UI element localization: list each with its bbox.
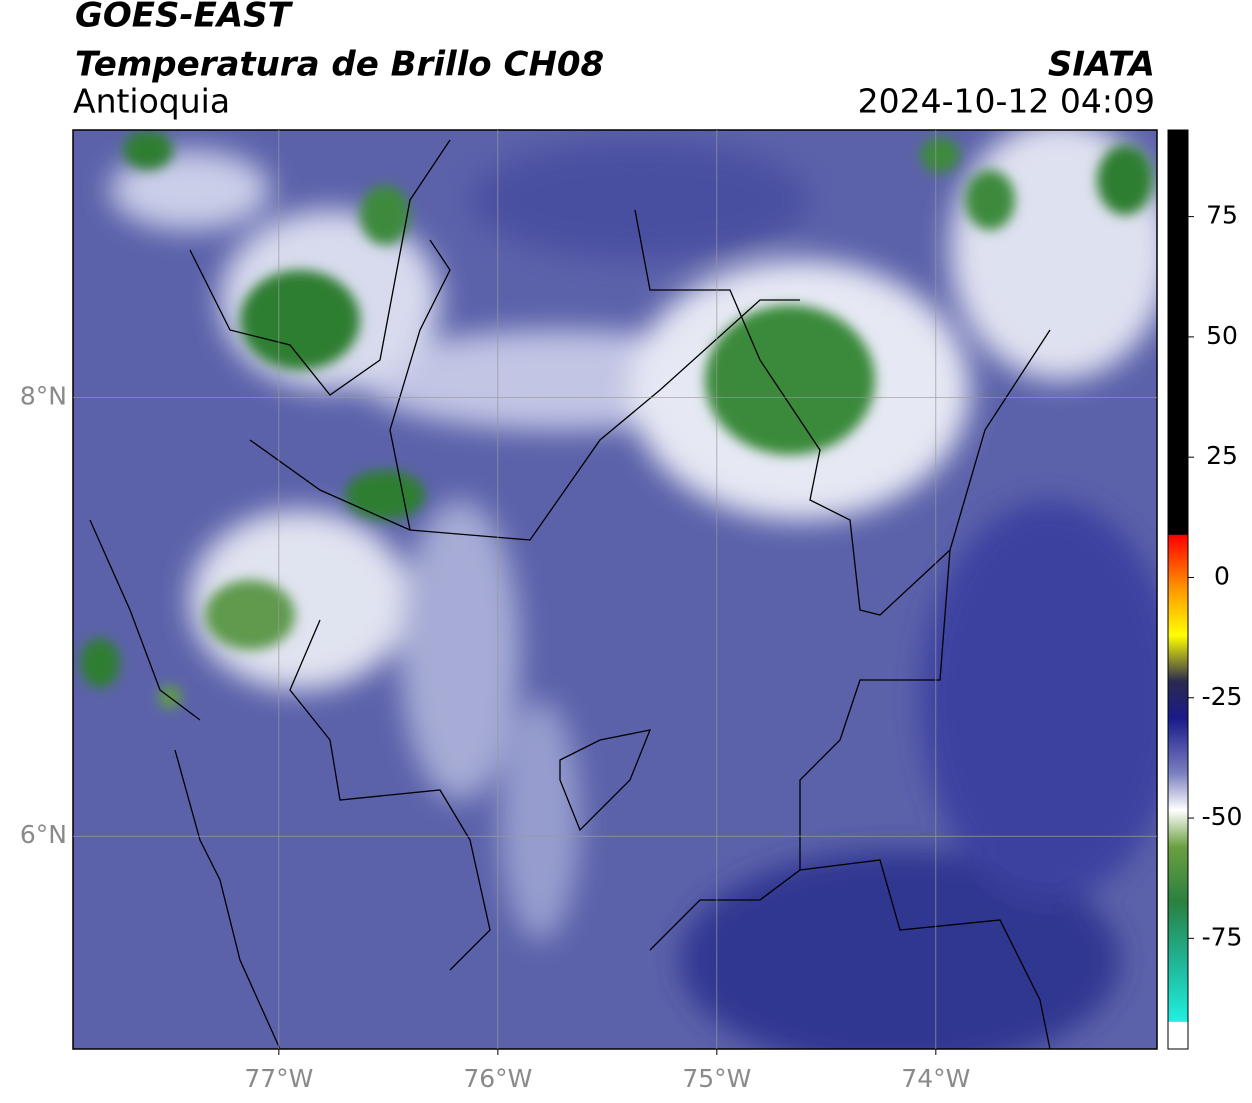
colorbar-tick-label: 50	[1206, 321, 1238, 350]
colorbar-tick-label: 25	[1206, 441, 1238, 470]
x-tick-label: 77°W	[244, 1064, 313, 1093]
colorbar-tick-label: 0	[1214, 561, 1230, 590]
subtitle: Temperatura de Brillo CH08	[75, 45, 604, 85]
y-tick-label: 8°N	[20, 382, 67, 411]
colorbar-tick-label: -50	[1202, 802, 1243, 831]
map-frame	[72, 129, 1158, 1050]
region: Antioquia	[73, 82, 230, 121]
x-tick-label: 75°W	[682, 1064, 751, 1093]
colorbar-tick-label: -75	[1202, 922, 1243, 951]
colorbar-tick-label: -25	[1202, 682, 1243, 711]
y-tick-label: 6°N	[20, 820, 67, 849]
source: SIATA	[1048, 45, 1155, 85]
title: GOES-EAST	[75, 0, 294, 36]
colorbar-tick-label: 75	[1206, 201, 1238, 230]
map-image	[73, 130, 1157, 1049]
colorbar	[1167, 129, 1189, 1050]
x-tick-label: 76°W	[463, 1064, 532, 1093]
timestamp: 2024-10-12 04:09	[858, 82, 1155, 121]
x-tick-label: 74°W	[901, 1064, 970, 1093]
